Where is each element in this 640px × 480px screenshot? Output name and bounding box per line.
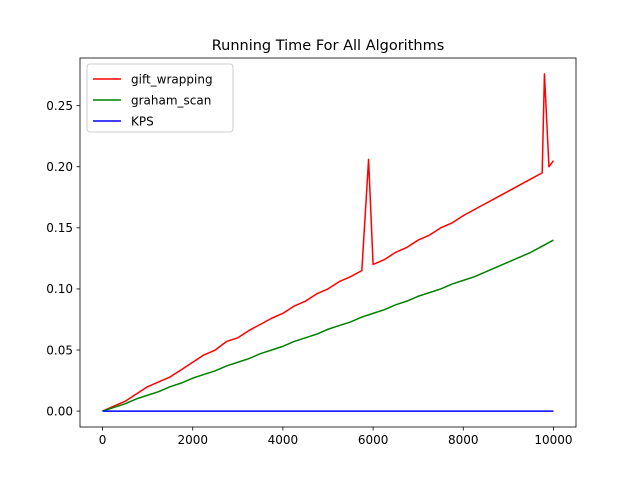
series-line-gift-wrapping [102, 73, 555, 412]
y-tick-label: 0.10 [46, 282, 73, 296]
x-tick-label: 4000 [268, 433, 299, 447]
plot-area [79, 57, 577, 428]
y-tick-label: 0.00 [46, 404, 73, 418]
x-tick-label: 8000 [448, 433, 479, 447]
legend-label: gift_wrapping [131, 72, 213, 86]
legend: gift_wrapping graham_scan KPS [86, 63, 234, 133]
chart-title: Running Time For All Algorithms [212, 38, 445, 54]
x-tick-label: 6000 [358, 433, 389, 447]
series-line-graham-scan [102, 239, 554, 412]
y-tick-label: 0.15 [46, 221, 73, 235]
y-tick-label: 0.05 [46, 343, 73, 357]
y-tick-label: 0.25 [46, 99, 73, 113]
y-axis: 0.00 0.05 0.10 0.15 0.20 0.25 [46, 99, 80, 418]
legend-box [86, 63, 234, 133]
legend-label: KPS [131, 114, 154, 128]
x-axis: 0 2000 4000 6000 8000 10000 [99, 427, 573, 447]
x-tick-label: 10000 [534, 433, 572, 447]
axes-frame [79, 57, 577, 428]
legend-label: graham_scan [131, 93, 211, 107]
x-tick-label: 0 [99, 433, 107, 447]
x-tick-label: 2000 [177, 433, 208, 447]
y-tick-label: 0.20 [46, 160, 73, 174]
